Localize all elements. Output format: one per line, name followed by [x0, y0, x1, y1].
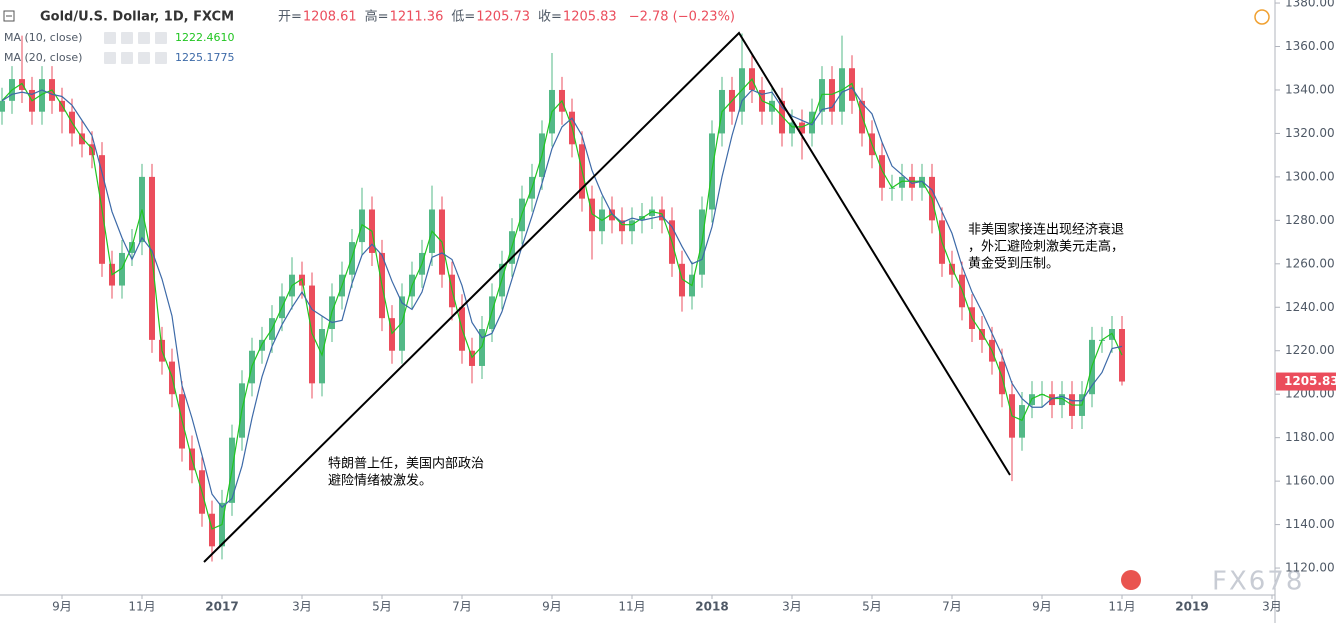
y-tick-label: 1340.00	[1285, 82, 1335, 96]
legend-value: 1225.1775	[175, 51, 235, 64]
candle-body	[829, 79, 835, 112]
watermark: FX678	[1212, 567, 1304, 597]
candle-body	[589, 198, 595, 232]
y-tick-label: 1360.00	[1285, 39, 1335, 53]
legend-button	[138, 32, 150, 44]
candle-body	[469, 350, 475, 366]
candle-body	[209, 513, 215, 547]
x-tick-label: 2017	[205, 600, 238, 614]
ohlc-value: 1205.83	[563, 10, 617, 25]
annotation: 特朗普上任，美国内部政治	[328, 456, 484, 472]
ohlc-value: 1211.36	[390, 10, 444, 25]
candle-body	[679, 263, 685, 297]
x-tick-label: 11月	[618, 600, 645, 614]
legend-button	[121, 52, 133, 64]
x-tick-label: 3月	[292, 600, 312, 614]
ohlc-label: 开=	[278, 10, 302, 25]
y-tick-label: 1280.00	[1285, 213, 1335, 227]
x-tick-label: 11月	[128, 600, 155, 614]
ohlc-value: 1208.61	[303, 10, 357, 25]
x-tick-label: 2018	[695, 600, 728, 614]
x-tick-label: 9月	[52, 600, 72, 614]
y-tick-label: 1180.00	[1285, 430, 1335, 444]
x-tick-label: 7月	[452, 600, 472, 614]
y-tick-label: 1240.00	[1285, 300, 1335, 314]
y-tick-label: 1140.00	[1285, 517, 1335, 531]
candle-body	[479, 329, 485, 366]
x-tick-label: 2019	[1175, 600, 1208, 614]
candle-body	[399, 296, 405, 351]
alert-icon[interactable]	[1254, 9, 1270, 25]
symbol: Gold/U.S. Dollar, 1D, FXCM	[40, 10, 234, 25]
y-tick-label: 1380.00	[1285, 0, 1335, 10]
x-tick-label: 5月	[372, 600, 392, 614]
ohlc-value: 1205.73	[476, 10, 530, 25]
candle-body	[1059, 394, 1065, 406]
annotation: ，外汇避险刺激美元走高，	[968, 239, 1124, 255]
legend-button	[104, 32, 116, 44]
x-tick-label: 9月	[542, 600, 562, 614]
candle-body	[389, 318, 395, 351]
ohlc-readout: 开= 1208.61 高= 1211.36 低= 1205.73 收= 1205.83 −2.7…	[278, 9, 735, 25]
annotation: 黄金受到压制。	[968, 256, 1059, 272]
candle-body	[769, 100, 775, 112]
y-tick-label: 1260.00	[1285, 256, 1335, 270]
candle-body	[1049, 394, 1055, 406]
logo	[1121, 570, 1141, 590]
y-tick-label: 1300.00	[1285, 169, 1335, 183]
x-tick-label: 11月	[1108, 600, 1135, 614]
ohlc-label: 低=	[451, 10, 475, 25]
candle-body	[39, 79, 45, 112]
y-tick-label: 1160.00	[1285, 474, 1335, 488]
annotation: 避险情绪被激发。	[328, 473, 432, 489]
candle-body	[789, 122, 795, 134]
legend-name: MA (20, close)	[4, 51, 82, 64]
candle-body	[629, 220, 635, 232]
y-tick-label: 1320.00	[1285, 126, 1335, 140]
candle-body	[119, 252, 125, 286]
moving-average	[1, 87, 1123, 509]
moving-average	[1, 78, 1123, 530]
candle-body	[0, 100, 5, 112]
candle-body	[899, 176, 905, 188]
legend-value: 1222.4610	[175, 31, 235, 44]
change: −2.78 (−0.23%)	[629, 10, 735, 25]
legend-button	[155, 32, 167, 44]
candle-body	[619, 220, 625, 232]
y-tick-label: 1220.00	[1285, 343, 1335, 357]
legend-button	[121, 32, 133, 44]
candle-body	[649, 209, 655, 217]
trend-lines	[203, 31, 1011, 563]
candle-body	[79, 133, 85, 145]
legend-button	[138, 52, 150, 64]
ohlc-label: 收=	[538, 10, 562, 25]
x-tick-label: 3月	[1262, 600, 1282, 614]
plot-area	[0, 33, 1125, 562]
candle-body	[1019, 405, 1025, 438]
candle-body	[799, 122, 805, 134]
ohlc-label: 高=	[365, 9, 389, 25]
annotation: 非美国家接连出现经济衰退	[968, 222, 1124, 238]
x-tick-label: 9月	[1032, 600, 1052, 614]
candle-body	[609, 209, 615, 221]
legend-button	[155, 52, 167, 64]
legend-name: MA (10, close)	[4, 31, 82, 44]
candle-body	[909, 176, 915, 188]
last-price-box	[1276, 372, 1336, 391]
y-tick-label: 1120.00	[1285, 561, 1335, 575]
candle-body	[779, 100, 785, 134]
collapse-icon[interactable]	[3, 10, 15, 22]
x-tick-label: 7月	[942, 600, 962, 614]
candle-body	[1119, 329, 1125, 382]
x-tick-label: 5月	[862, 600, 882, 614]
last-price: 1205.83	[1284, 374, 1337, 388]
x-tick-label: 3月	[782, 600, 802, 614]
legend-button	[104, 52, 116, 64]
